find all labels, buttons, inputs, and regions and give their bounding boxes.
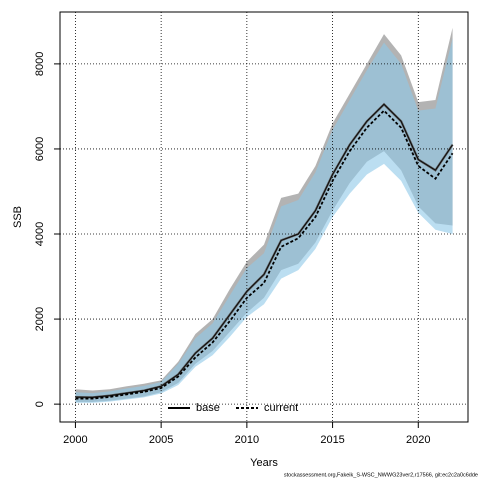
y-axis-label: SSB xyxy=(12,206,24,228)
x-tick-label: 2020 xyxy=(406,434,430,446)
x-axis-label: Years xyxy=(250,457,278,469)
y-tick-label: 0 xyxy=(34,401,46,407)
x-tick-label: 2000 xyxy=(63,434,87,446)
legend-label: base xyxy=(196,402,220,414)
y-tick-label: 2000 xyxy=(34,307,46,331)
x-tick-label: 2010 xyxy=(235,434,259,446)
footnote: stockassessment.org,Fakeik_S-WSC_NWWG23v… xyxy=(284,472,478,478)
x-tick-label: 2005 xyxy=(149,434,173,446)
y-tick-label: 6000 xyxy=(34,137,46,161)
legend-label: current xyxy=(264,402,298,414)
confidence-band xyxy=(75,38,453,403)
y-tick-label: 4000 xyxy=(34,222,46,246)
x-tick-label: 2015 xyxy=(320,434,344,446)
y-tick-label: 8000 xyxy=(34,52,46,76)
line xyxy=(75,103,453,398)
plot-frame xyxy=(59,11,469,423)
line xyxy=(75,109,454,400)
